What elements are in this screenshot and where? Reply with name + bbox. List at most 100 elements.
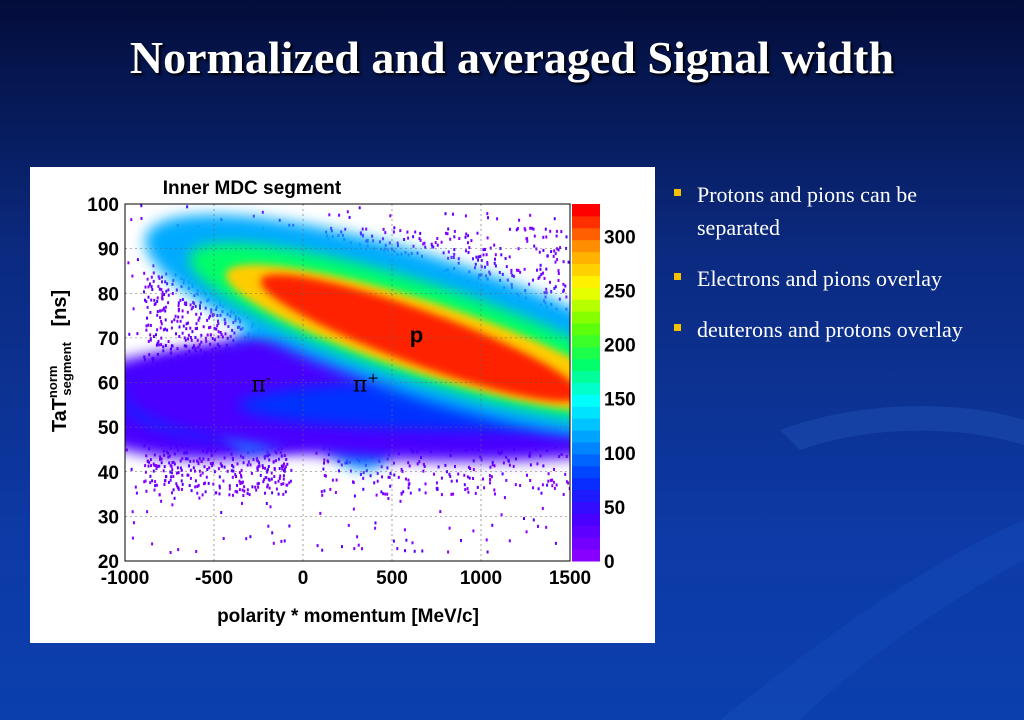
annotation-label: p	[410, 322, 423, 347]
noise-dot	[242, 494, 245, 497]
colorbar-tick-label: 200	[604, 336, 636, 357]
noise-dot	[558, 297, 561, 301]
noise-dot	[502, 461, 505, 465]
noise-dot	[160, 461, 163, 465]
colorbar-cell	[572, 263, 600, 276]
noise-dot	[136, 332, 139, 336]
noise-dot	[246, 492, 249, 495]
noise-dot	[152, 264, 155, 268]
colorbar-tick-label: 300	[604, 227, 636, 248]
noise-dot	[238, 471, 241, 474]
y-tick-label: 40	[98, 463, 119, 484]
noise-dot	[374, 526, 377, 530]
noise-dot	[189, 459, 192, 463]
noise-dot	[201, 493, 204, 497]
noise-dot	[181, 298, 184, 301]
noise-dot	[187, 333, 190, 337]
noise-dot	[517, 247, 520, 251]
noise-dot	[488, 474, 491, 478]
noise-dot	[204, 336, 207, 340]
noise-dot	[159, 455, 162, 459]
noise-dot	[172, 460, 175, 464]
noise-dot	[181, 309, 184, 313]
y-axis-label-sup: norm	[45, 366, 60, 399]
noise-dot	[169, 478, 172, 482]
noise-dot	[472, 257, 474, 261]
noise-dot	[371, 234, 374, 238]
noise-dot	[283, 539, 286, 543]
noise-dot	[217, 322, 220, 326]
noise-dot	[156, 299, 159, 303]
noise-dot	[256, 458, 258, 462]
noise-dot	[543, 291, 546, 295]
noise-dot	[348, 215, 351, 219]
noise-dot	[171, 461, 174, 465]
noise-dot	[277, 479, 280, 483]
noise-dot	[259, 473, 262, 477]
noise-dot	[487, 216, 489, 220]
noise-dot	[421, 549, 424, 553]
noise-dot	[529, 463, 532, 467]
noise-dot	[418, 237, 421, 241]
noise-dot	[216, 324, 219, 328]
noise-dot	[196, 491, 199, 495]
noise-dot	[144, 464, 147, 468]
noise-dot	[327, 460, 330, 464]
noise-dot	[482, 477, 484, 481]
noise-dot	[215, 327, 218, 331]
chart-title: Inner MDC segment	[163, 178, 342, 199]
noise-dot	[286, 462, 289, 466]
noise-dot	[173, 462, 176, 466]
noise-dot	[529, 479, 532, 482]
noise-dot	[458, 237, 461, 240]
noise-dot	[380, 465, 383, 469]
noise-dot	[405, 538, 408, 542]
noise-dot	[545, 267, 548, 271]
noise-dot	[134, 485, 137, 489]
noise-dot	[157, 275, 160, 279]
noise-dot	[140, 204, 143, 208]
bullet-item: Electrons and pions overlay	[672, 262, 1002, 295]
noise-dot	[128, 332, 131, 336]
colorbar-cell	[572, 311, 600, 324]
bullet-list: Protons and pions can be separated Elect…	[672, 178, 1002, 364]
noise-dot	[536, 462, 539, 466]
noise-dot	[321, 548, 324, 552]
noise-dot	[282, 474, 285, 478]
noise-dot	[523, 267, 526, 271]
noise-dot	[160, 288, 163, 292]
noise-dot	[549, 478, 552, 482]
noise-dot	[564, 284, 567, 288]
noise-dot	[404, 549, 406, 553]
noise-dot	[346, 210, 349, 214]
noise-dot	[237, 325, 239, 329]
noise-dot	[384, 492, 387, 496]
noise-dot	[184, 301, 187, 305]
noise-dot	[153, 488, 156, 492]
noise-dot	[512, 464, 515, 468]
noise-dot	[347, 523, 350, 527]
noise-dot	[526, 473, 528, 477]
colorbar-cell	[572, 204, 600, 217]
noise-dot	[211, 464, 214, 468]
noise-dot	[145, 489, 148, 493]
noise-dot	[528, 282, 531, 286]
noise-dot	[200, 459, 203, 463]
noise-dot	[151, 479, 154, 483]
noise-dot	[199, 473, 202, 477]
noise-dot	[508, 539, 511, 543]
noise-dot	[235, 475, 238, 479]
noise-dot	[505, 265, 508, 269]
noise-dot	[549, 280, 551, 284]
noise-dot	[127, 261, 130, 265]
noise-dot	[475, 255, 478, 259]
noise-dot	[442, 251, 445, 255]
noise-dot	[389, 484, 392, 488]
noise-dot	[392, 230, 395, 234]
noise-dot	[467, 465, 470, 469]
noise-dot	[197, 318, 200, 322]
colorbar-tick-label: 250	[604, 282, 636, 303]
noise-dot	[257, 464, 260, 468]
noise-dot	[205, 475, 208, 479]
